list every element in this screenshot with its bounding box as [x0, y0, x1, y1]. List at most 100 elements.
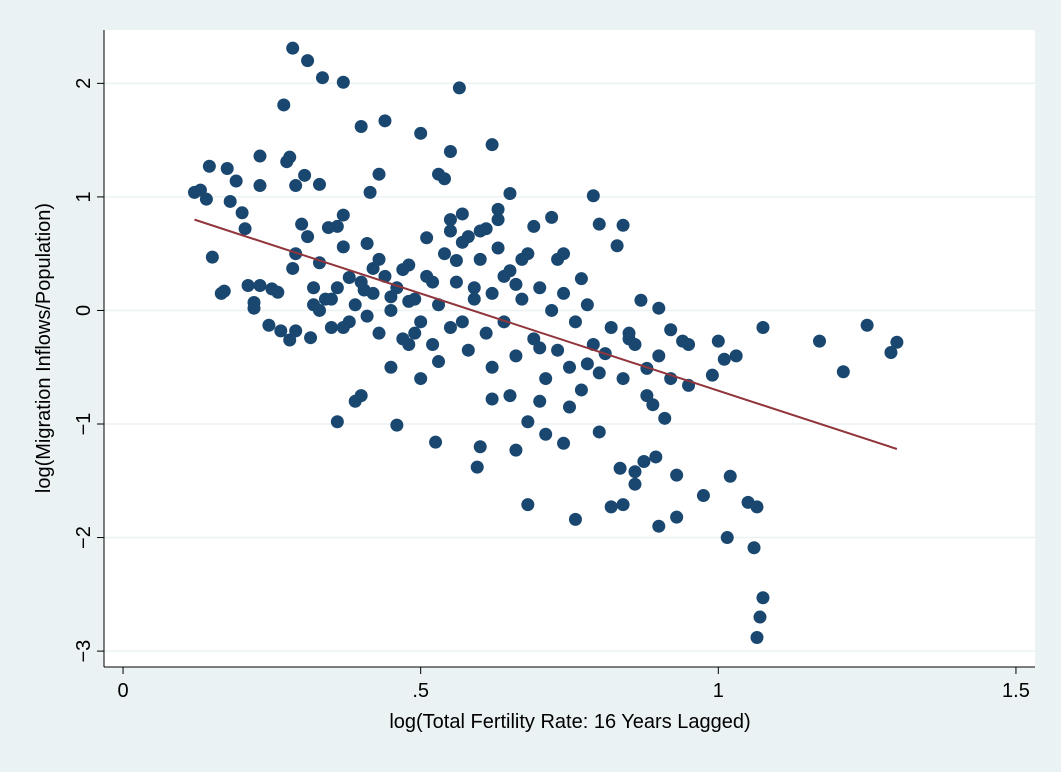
point [324, 320, 338, 334]
point [485, 392, 499, 406]
point [384, 303, 398, 317]
point [613, 461, 627, 475]
point [491, 213, 505, 227]
point [756, 591, 770, 605]
point [467, 281, 481, 295]
point [455, 207, 469, 221]
point [485, 286, 499, 300]
point [336, 240, 350, 254]
point [217, 284, 231, 298]
y-tick-label: 1 [73, 191, 95, 202]
point [649, 450, 663, 464]
point [521, 498, 535, 512]
point [360, 309, 374, 323]
point [247, 301, 261, 315]
x-axis-title: log(Total Fertility Rate: 16 Years Lagge… [389, 711, 750, 733]
point [437, 247, 451, 261]
point [408, 326, 422, 340]
point [658, 411, 672, 425]
point [241, 278, 255, 292]
point [723, 469, 737, 483]
point [545, 210, 559, 224]
point [455, 235, 469, 249]
point [616, 498, 630, 512]
point [557, 247, 571, 261]
point [470, 460, 484, 474]
point [527, 219, 541, 233]
point [750, 630, 764, 644]
point [652, 349, 666, 363]
point [420, 269, 434, 283]
point [372, 167, 386, 181]
y-axis-title: log(Migration Inflows/Population) [33, 203, 55, 493]
point [295, 217, 309, 231]
point [592, 425, 606, 439]
point [432, 355, 446, 369]
point [330, 219, 344, 233]
point [205, 250, 219, 264]
point [568, 315, 582, 329]
point [301, 230, 315, 244]
point [408, 292, 422, 306]
point [289, 179, 303, 193]
point [455, 315, 469, 329]
point [539, 427, 553, 441]
point [533, 281, 547, 295]
point [307, 281, 321, 295]
point [271, 285, 285, 299]
point [747, 541, 761, 555]
point [580, 357, 594, 371]
x-tick-label: 1.5 [1002, 680, 1030, 702]
point [286, 41, 300, 55]
point [253, 179, 267, 193]
point [360, 236, 374, 250]
point [304, 331, 318, 345]
point [753, 610, 767, 624]
point [485, 360, 499, 374]
point [491, 202, 505, 216]
point [527, 332, 541, 346]
point [277, 98, 291, 112]
x-tick-label: 1 [713, 680, 724, 702]
point [378, 114, 392, 128]
point [551, 343, 565, 357]
point [616, 372, 630, 386]
point [604, 320, 618, 334]
x-tick-label: .5 [412, 680, 429, 702]
point [563, 360, 576, 374]
point [437, 172, 451, 186]
point [330, 415, 344, 429]
point [503, 264, 517, 278]
point [539, 372, 553, 386]
point [756, 320, 770, 334]
point [426, 338, 440, 352]
point [220, 162, 234, 176]
point [717, 352, 731, 366]
point [414, 372, 428, 386]
point [432, 298, 446, 312]
point [330, 281, 344, 295]
point [836, 365, 850, 379]
point [289, 324, 303, 338]
point [378, 269, 392, 283]
point [574, 272, 588, 286]
point [414, 126, 428, 140]
point [372, 326, 386, 340]
point [860, 318, 874, 332]
point [473, 224, 487, 238]
point [449, 275, 463, 289]
point [372, 252, 386, 266]
point [473, 440, 487, 454]
point [283, 150, 297, 164]
point [682, 338, 696, 352]
point [664, 323, 678, 337]
point [696, 489, 710, 503]
point [750, 500, 764, 514]
point [720, 531, 734, 545]
point [390, 418, 404, 432]
point [348, 298, 362, 312]
point [336, 320, 350, 334]
point [366, 286, 380, 300]
point [235, 206, 249, 220]
